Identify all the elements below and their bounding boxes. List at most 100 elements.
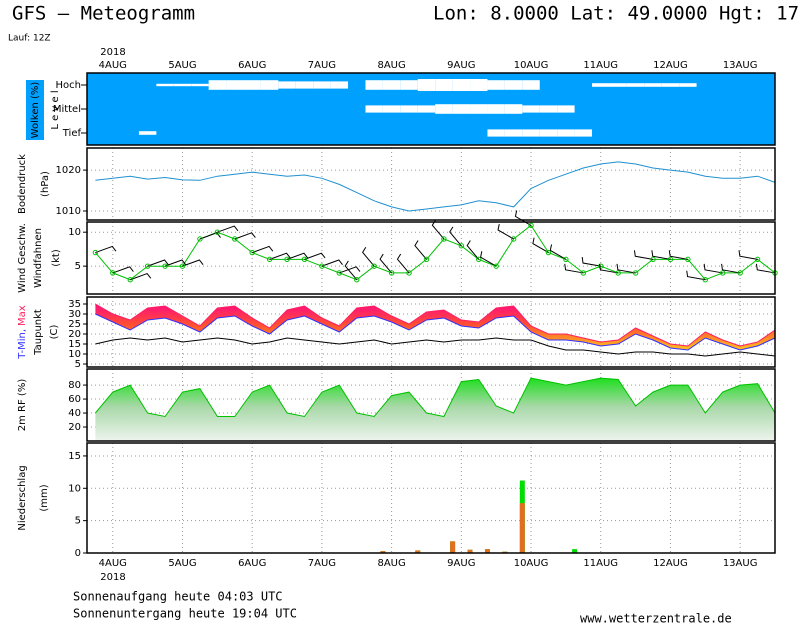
panel-border bbox=[86, 221, 776, 295]
y-tick-label: 5 bbox=[75, 516, 81, 527]
wind-speed-point bbox=[702, 277, 708, 283]
cloud-gap bbox=[504, 104, 523, 114]
wind-barb bbox=[379, 253, 392, 274]
cloud-gap bbox=[435, 104, 453, 114]
y-label: Niederschlag bbox=[17, 465, 28, 530]
cloud-gap bbox=[504, 80, 523, 90]
wind-speed-point bbox=[580, 270, 587, 276]
cloud-gap bbox=[539, 129, 558, 137]
wind-barb bbox=[449, 226, 462, 247]
cloud-gap bbox=[138, 131, 157, 135]
wind-speed-point bbox=[371, 263, 377, 269]
wind-speed-point bbox=[406, 270, 412, 276]
legend-temperature: T-Min, Max bbox=[17, 305, 28, 359]
wind-speed-point bbox=[632, 270, 639, 276]
temperature-band bbox=[95, 304, 775, 350]
wind-speed-point bbox=[615, 270, 621, 276]
cloud-gap bbox=[365, 80, 383, 90]
cloud-gap bbox=[278, 81, 296, 89]
precip-bar bbox=[415, 550, 421, 553]
panel-background bbox=[87, 443, 775, 553]
legend-wind-barbs: Windfahnen bbox=[33, 228, 44, 288]
cloud-gap bbox=[365, 105, 383, 113]
wind-speed-point bbox=[563, 256, 569, 263]
wind-barb bbox=[95, 245, 117, 254]
wind-speed-point bbox=[197, 236, 203, 242]
y-tick-label: 35 bbox=[68, 299, 81, 310]
sunrise: Sonnenaufgang heute 04:03 UTC bbox=[73, 590, 283, 604]
y-tick-label: 1020 bbox=[56, 165, 81, 176]
x-tick-label-top: 8AUG bbox=[377, 60, 405, 71]
cloud-gap bbox=[522, 105, 540, 113]
y-label: Wolken (%) bbox=[30, 82, 41, 139]
label-box bbox=[26, 80, 44, 140]
y-unit: (hPa) bbox=[40, 171, 51, 197]
wind-barb bbox=[564, 263, 584, 274]
cloud-gap bbox=[522, 129, 540, 137]
wind-speed-point bbox=[667, 256, 674, 263]
y-tick-label: 60 bbox=[68, 394, 81, 405]
y-tick-label: 25 bbox=[68, 319, 81, 330]
wind-speed-point bbox=[284, 256, 290, 263]
panel-background bbox=[87, 297, 775, 367]
y-tick-label: 5 bbox=[75, 261, 81, 272]
year-bottom: 2018 bbox=[100, 572, 125, 583]
y-tick-label: 20 bbox=[68, 422, 81, 433]
wind-speed-point bbox=[249, 249, 255, 256]
wind-speed-point bbox=[737, 270, 743, 276]
x-tick-label-bottom: 8AUG bbox=[377, 558, 405, 569]
location: Lon: 8.0000 Lat: 49.0000 Hgt: 17 bbox=[433, 3, 799, 25]
y-tick-label: 15 bbox=[68, 339, 81, 350]
x-tick-label-bottom: 13AUG bbox=[723, 558, 758, 569]
y-unit: (kt) bbox=[51, 249, 62, 267]
wind-speed-point bbox=[266, 256, 273, 263]
wind-barb bbox=[616, 263, 636, 274]
cloud-gap bbox=[191, 83, 209, 87]
x-tick-label-top: 10AUG bbox=[514, 60, 549, 71]
legend-tmax: Max bbox=[17, 305, 28, 326]
wind-speed-point bbox=[319, 263, 325, 269]
x-tick-label-bottom: 10AUG bbox=[514, 558, 549, 569]
wind-barb bbox=[755, 263, 776, 274]
cloud-gap bbox=[435, 79, 453, 91]
humidity-line bbox=[95, 377, 776, 418]
wind-barb bbox=[164, 259, 187, 267]
cloud-gap bbox=[557, 129, 575, 137]
cloud-gap bbox=[226, 80, 244, 90]
panel-border bbox=[86, 147, 776, 221]
cloud-gap bbox=[470, 104, 488, 114]
wind-barb bbox=[396, 253, 410, 274]
cloud-gap bbox=[417, 79, 436, 91]
wind-speed-point bbox=[493, 263, 499, 269]
x-tick-label-top: 9AUG bbox=[447, 60, 475, 71]
wind-barb bbox=[362, 247, 375, 267]
wind-speed-point bbox=[598, 263, 604, 269]
wind-speed-point bbox=[528, 222, 534, 229]
wind-barb bbox=[721, 263, 741, 274]
sunset: Sonnenuntergang heute 19:04 UTC bbox=[73, 607, 297, 621]
precip-bar bbox=[572, 549, 578, 553]
x-tick-label-bottom: 4AUG bbox=[99, 558, 127, 569]
wind-speed-point bbox=[179, 263, 186, 269]
wind-speed-point bbox=[92, 249, 99, 256]
wind-barb bbox=[668, 250, 688, 260]
cloud-gap bbox=[313, 81, 331, 89]
x-tick-label-top: 4AUG bbox=[99, 60, 127, 71]
cloud-gap bbox=[260, 80, 279, 90]
wind-barb bbox=[182, 259, 204, 267]
wind-speed-point bbox=[144, 263, 151, 269]
wind-speed-point bbox=[336, 270, 343, 276]
cloud-gap bbox=[661, 83, 680, 87]
wind-speed-point bbox=[650, 256, 656, 263]
wind-barb bbox=[344, 260, 358, 281]
panel-border bbox=[86, 442, 776, 554]
cloud-gap bbox=[609, 83, 627, 87]
x-tick-label-top: 6AUG bbox=[238, 60, 266, 71]
run: Lauf: 12Z bbox=[8, 34, 51, 44]
precip-bar bbox=[380, 551, 386, 553]
wind-speed-point bbox=[423, 256, 430, 263]
wind-barb bbox=[651, 250, 671, 260]
x-tick-label-bottom: 12AUG bbox=[653, 558, 688, 569]
wind-barb bbox=[199, 232, 221, 240]
y-unit: (C) bbox=[49, 325, 60, 340]
